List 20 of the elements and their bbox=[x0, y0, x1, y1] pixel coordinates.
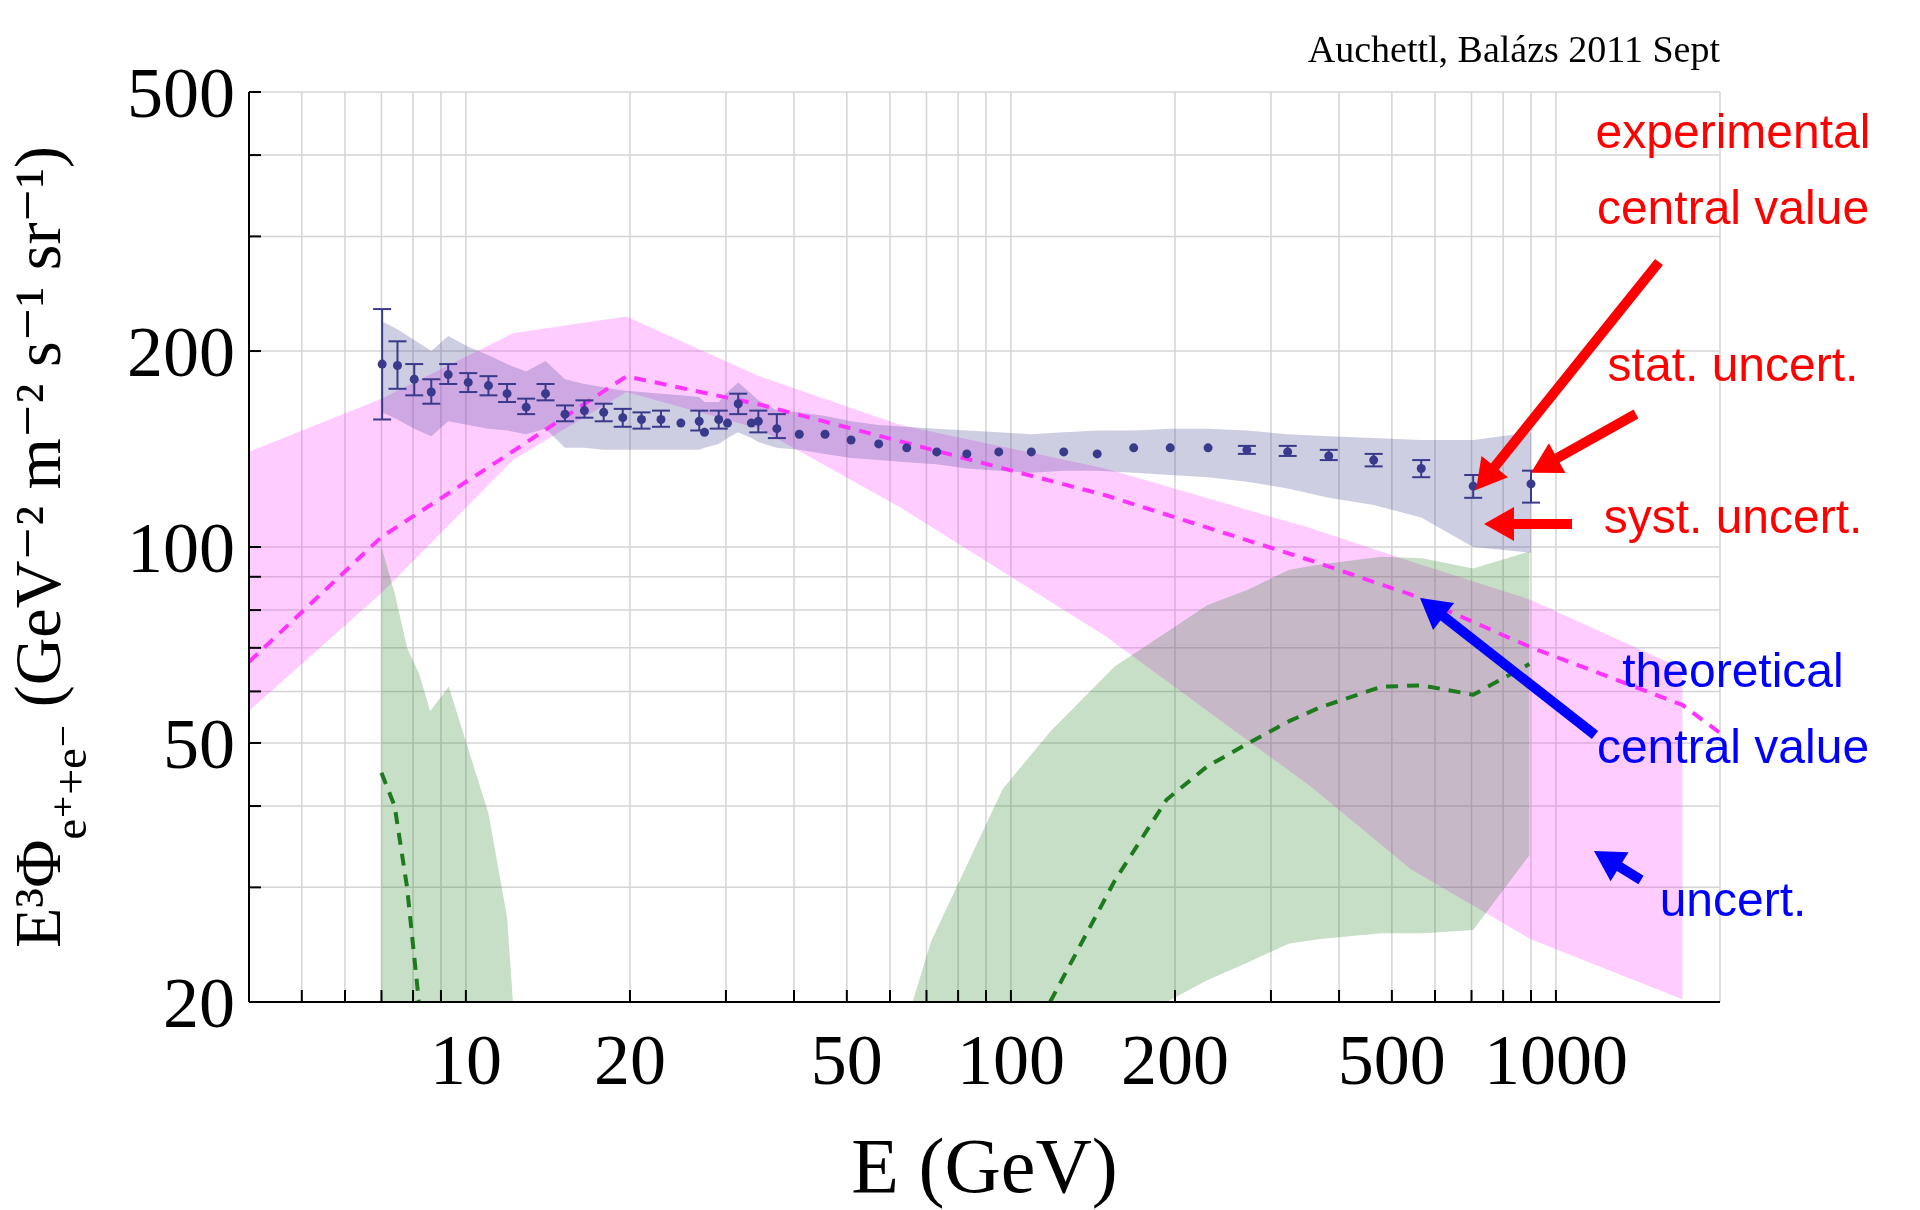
line-series bbox=[379, 770, 421, 1002]
y-tick-label: 500 bbox=[127, 53, 235, 134]
x-tick-label: 500 bbox=[1337, 1020, 1446, 1100]
x-tick-label: 20 bbox=[593, 1020, 666, 1100]
annotation: theoretical central value bbox=[1595, 643, 1871, 775]
x-tick-label: 10 bbox=[429, 1020, 502, 1100]
text: Auchettl, Balázs 2011 Sept bbox=[1307, 28, 1721, 70]
x-tick-label: 1000 bbox=[1483, 1020, 1628, 1100]
x-tick-label: 100 bbox=[956, 1020, 1065, 1100]
annotation: experimental central value bbox=[1594, 104, 1872, 236]
x-tick-label: 200 bbox=[1120, 1020, 1229, 1100]
annotation: uncert. bbox=[1658, 872, 1808, 928]
x-axis-title: E (GeV) bbox=[851, 1122, 1118, 1209]
y-tick-label: 100 bbox=[127, 508, 235, 589]
annotation: syst. uncert. bbox=[1602, 489, 1864, 545]
y-tick-label: 200 bbox=[127, 312, 235, 393]
x-tick-label: 50 bbox=[810, 1020, 883, 1100]
annotation: stat. uncert. bbox=[1606, 337, 1860, 393]
y-tick-label: 20 bbox=[163, 963, 235, 1044]
y-tick-label: 50 bbox=[163, 704, 235, 785]
